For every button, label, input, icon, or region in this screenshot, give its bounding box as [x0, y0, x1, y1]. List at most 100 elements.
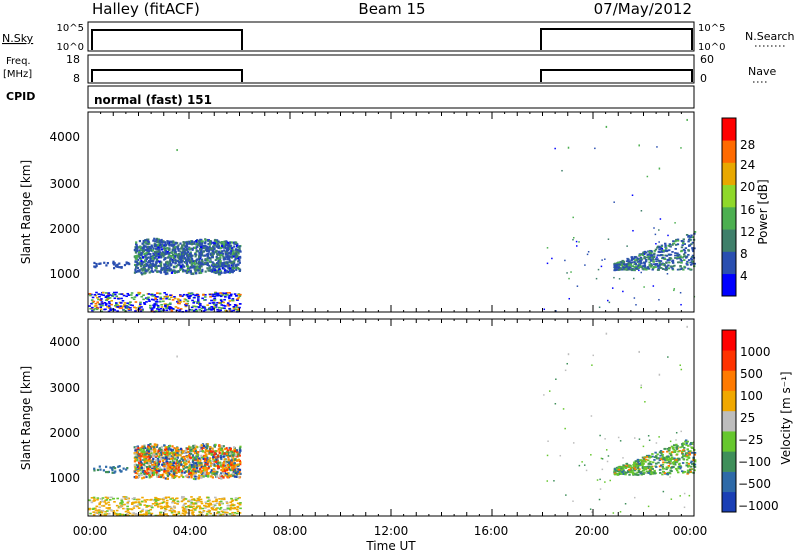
- data-cell: [179, 308, 183, 310]
- data-cell: [660, 263, 664, 266]
- data-cell: [180, 474, 183, 477]
- data-cell: [148, 271, 151, 274]
- data-cell: [620, 267, 623, 269]
- data-cell: [155, 503, 159, 505]
- data-cell: [205, 513, 209, 515]
- data-cell: [208, 302, 212, 305]
- data-cell: [230, 461, 233, 464]
- data-cell: [156, 304, 160, 307]
- data-cell: [225, 460, 229, 464]
- data-cell: [155, 458, 158, 462]
- data-cell: [566, 362, 568, 365]
- data-cell: [218, 245, 221, 248]
- data-cell: [647, 472, 651, 474]
- data-cell: [143, 263, 147, 266]
- data-cell: [621, 471, 624, 474]
- power-cb-tick-20: 20: [740, 180, 755, 194]
- data-cell: [154, 450, 157, 453]
- data-cell: [689, 461, 693, 464]
- data-cell: [682, 242, 685, 245]
- data-cell: [213, 248, 216, 251]
- data-cell: [210, 309, 213, 311]
- data-cell: [138, 251, 141, 254]
- data-cell: [209, 295, 212, 298]
- data-cell: [175, 450, 178, 453]
- data-cell: [654, 264, 657, 266]
- data-cell: [666, 455, 669, 458]
- data-cell: [176, 503, 179, 505]
- data-cell: [208, 460, 211, 464]
- data-cell: [193, 468, 196, 471]
- data-cell: [139, 468, 142, 471]
- data-cell: [165, 458, 169, 461]
- data-cell: [598, 498, 601, 501]
- data-cell: [567, 353, 570, 356]
- data-cell: [195, 247, 198, 250]
- data-cell: [118, 262, 121, 265]
- data-cell: [660, 452, 663, 454]
- data-cell: [212, 251, 215, 254]
- data-cell: [193, 265, 196, 268]
- data-cell: [210, 268, 213, 272]
- data-cell: [686, 469, 690, 472]
- data-cell: [198, 266, 202, 270]
- data-cell: [661, 473, 664, 476]
- data-cell: [103, 302, 107, 304]
- data-cell: [107, 307, 111, 309]
- data-cell: [177, 270, 180, 273]
- data-cell: [164, 508, 168, 511]
- data-cell: [181, 263, 184, 266]
- data-cell: [199, 304, 202, 307]
- data-cell: [222, 243, 225, 246]
- data-cell: [110, 509, 114, 512]
- colorbar-swatch: [722, 162, 736, 186]
- data-cell: [638, 264, 642, 267]
- data-cell: [235, 294, 238, 297]
- data-cell: [220, 477, 223, 480]
- data-cell: [189, 269, 192, 272]
- data-cell: [156, 506, 160, 508]
- data-cell: [133, 306, 136, 309]
- data-cell: [647, 505, 650, 508]
- data-cell: [620, 473, 623, 475]
- data-cell: [140, 472, 143, 475]
- data-cell: [116, 310, 119, 312]
- data-cell: [680, 470, 684, 473]
- data-cell: [156, 292, 159, 294]
- data-cell: [230, 513, 234, 516]
- data-cell: [100, 298, 103, 300]
- data-cell: [188, 445, 191, 449]
- data-cell: [192, 505, 195, 508]
- data-cell: [206, 250, 209, 253]
- data-cell: [562, 408, 565, 410]
- data-cell: [226, 504, 230, 507]
- data-cell: [176, 307, 180, 309]
- data-cell: [104, 510, 107, 513]
- data-cell: [188, 242, 191, 245]
- data-cell: [222, 304, 225, 307]
- data-cell: [633, 297, 636, 299]
- data-cell: [693, 469, 696, 472]
- data-cell: [211, 472, 214, 475]
- data-cell: [147, 238, 150, 241]
- data-cell: [164, 470, 167, 473]
- data-cell: [185, 259, 188, 262]
- data-cell: [158, 292, 162, 295]
- data-cell: [688, 268, 692, 271]
- colorbar-swatch: [722, 251, 736, 275]
- data-cell: [206, 259, 209, 262]
- data-cell: [622, 471, 625, 474]
- data-cell: [169, 264, 172, 267]
- data-cell: [128, 301, 132, 303]
- data-cell: [658, 254, 662, 257]
- data-cell: [204, 451, 207, 454]
- data-cell: [152, 264, 156, 268]
- data-cell: [107, 504, 111, 506]
- data-cell: [166, 505, 169, 507]
- data-cell: [221, 465, 224, 468]
- noise-right-tick-top: 10^5: [698, 23, 725, 34]
- power-data-layer: [88, 118, 697, 313]
- data-cell: [144, 239, 147, 242]
- data-cell: [175, 309, 179, 312]
- data-cell: [89, 512, 92, 515]
